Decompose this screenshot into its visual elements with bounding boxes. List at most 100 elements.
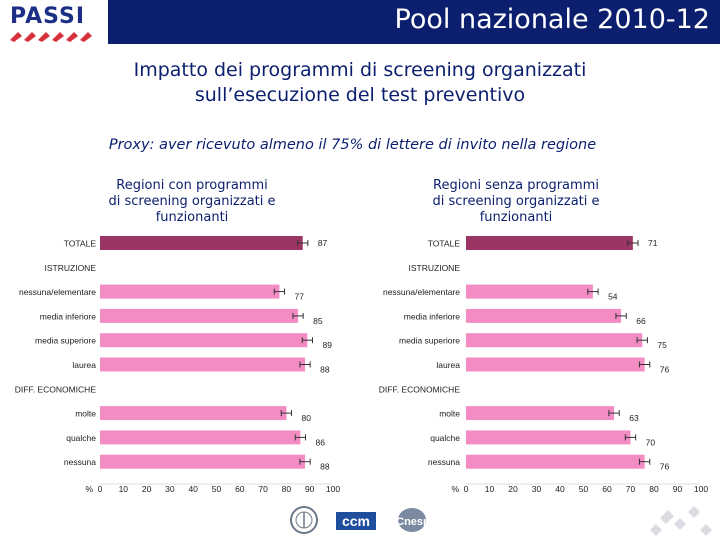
iss-seal-icon (290, 506, 318, 534)
left-bar (100, 284, 280, 299)
left-x-tick-label: 40 (188, 484, 198, 494)
right-panel-title-line: di screening organizzati e (432, 194, 600, 209)
left-value-label: 86 (316, 437, 326, 447)
right-x-unit-label: % (451, 484, 459, 494)
left-x-tick-label: 50 (212, 484, 222, 494)
right-bar (466, 454, 645, 469)
bar-charts: TOTALE 87 ISTRUZIONE nessuna/elementare 77 me… (15, 236, 708, 494)
right-bar (466, 357, 645, 372)
left-bar (100, 357, 306, 372)
left-row-label: molte (75, 409, 96, 419)
right-value-label: 63 (629, 413, 639, 423)
left-x-tick-label: 100 (326, 484, 340, 494)
right-row-label: laurea (436, 360, 460, 370)
left-row-label: media inferiore (40, 311, 96, 321)
right-x-tick-label: 80 (649, 484, 659, 494)
right-bar (466, 284, 593, 299)
passi-logo: PASSI (6, 4, 102, 42)
cnesps-logo-text: Cnesps (396, 516, 436, 528)
left-row-label: media superiore (35, 336, 96, 346)
right-x-tick-label: 10 (485, 484, 495, 494)
left-row-label: DIFF. ECONOMICHE (15, 384, 97, 394)
page-title: Pool nazionale 2010-12 (394, 4, 710, 35)
left-bar (100, 236, 303, 250)
right-value-label: 71 (648, 238, 658, 248)
left-value-label: 88 (320, 365, 330, 375)
right-value-label: 76 (660, 462, 670, 472)
left-value-label: 88 (320, 462, 330, 472)
left-x-tick-label: 90 (305, 484, 315, 494)
left-x-tick-label: 70 (258, 484, 268, 494)
left-row-label: TOTALE (64, 239, 97, 249)
right-value-label: 75 (657, 340, 667, 350)
left-bar (100, 406, 287, 421)
right-row-label: media superiore (399, 336, 460, 346)
left-row-label: ISTRUZIONE (45, 263, 97, 273)
right-row-label: ISTRUZIONE (409, 263, 461, 273)
right-value-label: 70 (646, 437, 656, 447)
right-row-label: nessuna/elementare (383, 287, 460, 297)
left-bar (100, 430, 301, 445)
right-x-tick-label: 90 (673, 484, 683, 494)
left-bar (100, 454, 306, 469)
right-panel-title-line: funzionanti (479, 210, 553, 225)
title-banner: Pool nazionale 2010-12 (108, 0, 720, 44)
passi-logo-text: PASSI (10, 4, 86, 29)
left-value-label: 85 (313, 316, 323, 326)
right-panel-title: Regioni senza programmi di screening org… (396, 178, 636, 226)
right-row-label: DIFF. ECONOMICHE (379, 384, 461, 394)
left-value-label: 87 (318, 238, 328, 248)
left-panel-title-line: Regioni con programmi (116, 178, 268, 193)
chart-subtitle: Impatto dei programmi di screening organ… (0, 58, 720, 108)
right-x-tick-label: 100 (694, 484, 708, 494)
proxy-note: Proxy: aver ricevuto almeno il 75% di le… (108, 137, 597, 153)
left-value-label: 80 (302, 413, 312, 423)
decorative-shapes-icon (650, 506, 712, 536)
right-row-label: nessuna (428, 457, 460, 467)
right-row-label: media inferiore (404, 311, 460, 321)
left-panel-title-line: funzionanti (155, 210, 229, 225)
left-row-label: nessuna (64, 457, 96, 467)
left-x-tick-label: 30 (165, 484, 175, 494)
left-bar (100, 308, 299, 323)
left-x-tick-label: 0 (98, 484, 103, 494)
right-x-tick-label: 0 (464, 484, 469, 494)
right-x-tick-label: 30 (532, 484, 542, 494)
right-row-label: molte (439, 409, 460, 419)
subtitle-line-2: sull’esecuzione del test preventivo (194, 84, 526, 106)
left-row-label: nessuna/elementare (19, 287, 96, 297)
left-x-tick-label: 10 (119, 484, 129, 494)
left-value-label: 89 (322, 340, 332, 350)
left-value-label: 77 (295, 292, 305, 302)
ccm-logo-text: ccm (342, 513, 370, 529)
subtitle-line-1: Impatto dei programmi di screening organ… (133, 59, 587, 81)
right-x-tick-label: 40 (555, 484, 565, 494)
footer-logos: ccm Cnesps (290, 506, 436, 534)
left-row-label: qualche (66, 433, 96, 443)
right-x-tick-label: 50 (579, 484, 589, 494)
right-bar (466, 333, 643, 348)
left-x-unit-label: % (85, 484, 93, 494)
left-panel-title-line: di screening organizzati e (108, 194, 276, 209)
right-row-label: qualche (430, 433, 460, 443)
left-x-tick-label: 60 (235, 484, 245, 494)
left-x-tick-label: 80 (282, 484, 292, 494)
left-panel-title: Regioni con programmi di screening organ… (72, 178, 312, 226)
right-x-tick-label: 70 (626, 484, 636, 494)
right-bar (466, 236, 633, 250)
ccm-logo-icon: ccm (336, 512, 376, 530)
right-bar (466, 308, 622, 323)
right-value-label: 54 (608, 292, 618, 302)
right-row-label: TOTALE (428, 239, 461, 249)
right-panel-title-line: Regioni senza programmi (433, 178, 599, 193)
right-value-label: 66 (636, 316, 646, 326)
right-value-label: 76 (660, 365, 670, 375)
right-bar (466, 406, 615, 421)
right-x-tick-label: 60 (602, 484, 612, 494)
left-row-label: laurea (72, 360, 96, 370)
right-bar (466, 430, 631, 445)
passi-logo-arrows-icon (10, 32, 92, 42)
cnesps-logo-icon: Cnesps (396, 508, 436, 532)
left-x-tick-label: 20 (142, 484, 152, 494)
right-x-tick-label: 20 (508, 484, 518, 494)
